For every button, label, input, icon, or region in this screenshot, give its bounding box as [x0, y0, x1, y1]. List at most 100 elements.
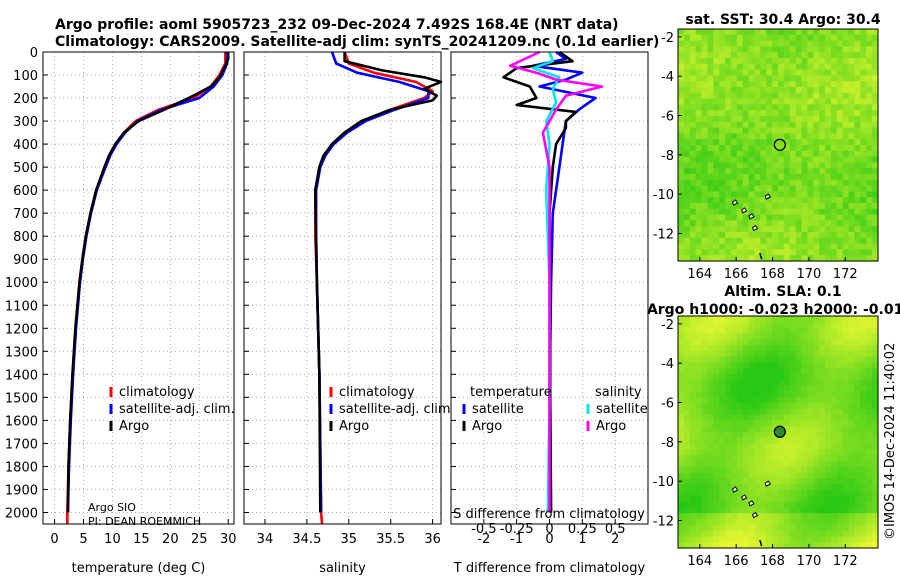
map-cell	[725, 542, 732, 549]
map-cell	[748, 110, 756, 117]
map-cell	[807, 426, 814, 433]
map-y-tick-label: -2	[661, 318, 674, 333]
map-cell	[830, 237, 838, 245]
map-cell	[678, 333, 685, 340]
map-cell	[760, 374, 767, 381]
map-cell	[836, 530, 844, 537]
map-cell	[825, 339, 832, 346]
map-cell	[683, 139, 691, 146]
map-cell	[719, 484, 726, 491]
map-cell	[748, 191, 756, 198]
map-cell	[783, 52, 791, 59]
map-cell	[701, 139, 709, 146]
map-cell	[742, 466, 750, 474]
map-cell	[701, 391, 709, 398]
map-cell	[789, 110, 797, 117]
map-cell	[689, 362, 697, 369]
map-cell	[730, 536, 738, 543]
map-cell	[854, 75, 861, 82]
map-cell	[848, 443, 856, 450]
map-cell	[678, 414, 685, 421]
map-cell	[825, 98, 832, 105]
map-cell	[695, 501, 703, 508]
map-cell	[760, 156, 767, 163]
map-cell	[701, 513, 709, 520]
map-cell	[678, 226, 685, 233]
map-cell	[742, 81, 750, 88]
map-cell	[830, 339, 838, 346]
map-cell	[754, 191, 761, 198]
map-title: sat. SST: 30.4 Argo: 30.4	[685, 12, 881, 28]
map-cell	[836, 87, 844, 94]
map-cell	[848, 232, 856, 239]
map-cell	[707, 432, 714, 439]
map-cell	[807, 484, 814, 491]
map-cell	[748, 243, 756, 250]
map-cell	[725, 168, 732, 175]
map-cell	[819, 104, 826, 111]
map-cell	[754, 536, 761, 543]
map-cell	[736, 249, 744, 256]
map-cell	[689, 397, 697, 404]
map-cell	[872, 356, 879, 363]
map-cell	[789, 362, 797, 369]
map-cell	[760, 168, 767, 175]
x-tick-label: 34	[257, 532, 274, 547]
map-cell	[848, 243, 856, 250]
map-cell	[772, 519, 779, 526]
map-cell	[813, 29, 820, 36]
map-cell	[766, 397, 773, 404]
map-cell	[742, 145, 750, 152]
map-cell	[713, 145, 720, 152]
map-cell	[825, 443, 832, 450]
map-cell	[842, 191, 850, 198]
map-cell	[766, 116, 773, 123]
map-cell	[813, 110, 820, 117]
map-cell	[825, 197, 832, 204]
map-cell	[848, 397, 856, 404]
map-cell	[713, 432, 720, 439]
map-cell	[713, 339, 720, 346]
map-cell	[801, 63, 809, 71]
map-cell	[707, 542, 714, 549]
map-cell	[730, 249, 738, 256]
map-cell	[836, 168, 844, 175]
map-cell	[813, 232, 820, 239]
map-cell	[730, 339, 738, 346]
map-cell	[813, 530, 820, 537]
map-cell	[860, 52, 867, 59]
map-cell	[872, 507, 879, 514]
map-cell	[819, 507, 826, 514]
map-cell	[836, 432, 844, 439]
map-cell	[795, 536, 803, 543]
map-cell	[736, 145, 744, 152]
map-cell	[778, 495, 785, 503]
map-cell	[819, 356, 826, 363]
map-cell	[860, 168, 867, 175]
map-cell	[701, 237, 709, 245]
map-cell	[819, 75, 826, 82]
map-cell	[813, 362, 820, 369]
map-cell	[730, 455, 738, 462]
map-cell	[736, 397, 744, 404]
map-cell	[678, 58, 685, 65]
plot-background	[244, 52, 441, 524]
map-cell	[748, 374, 756, 381]
map-cell	[783, 327, 791, 334]
map-cell	[678, 220, 685, 227]
map-cell	[772, 197, 779, 204]
map-cell	[766, 226, 773, 233]
map-cell	[754, 327, 761, 334]
map-cell	[748, 327, 756, 334]
map-cell	[783, 150, 791, 158]
map-cell	[678, 368, 685, 375]
map-cell	[695, 156, 703, 163]
map-cell	[772, 203, 779, 210]
map-cell	[854, 484, 861, 491]
island-outline	[751, 224, 759, 232]
map-cell	[807, 513, 814, 520]
map-cell	[795, 208, 803, 216]
map-y-tick-label: -6	[661, 397, 674, 412]
map-cell	[689, 356, 697, 363]
map-cell	[695, 40, 703, 47]
